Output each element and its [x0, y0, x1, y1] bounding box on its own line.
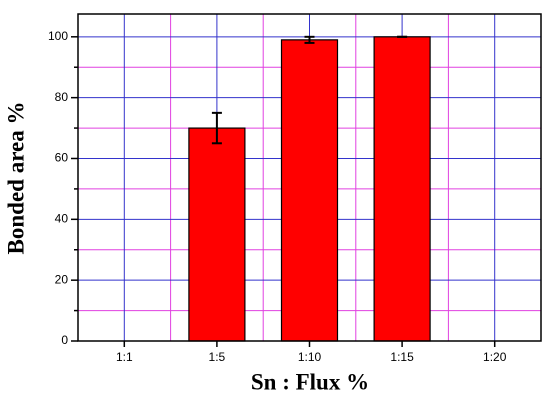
bar — [280, 39, 339, 342]
x-tick-label: 1:20 — [483, 350, 507, 364]
bar — [373, 36, 431, 342]
x-tick-label: 1:10 — [298, 350, 322, 364]
x-tick-label: 1:5 — [209, 350, 226, 364]
plot-frame — [77, 13, 542, 342]
error-bar — [211, 111, 222, 145]
y-tick-label: 40 — [55, 211, 69, 225]
y-tick-label: 60 — [55, 151, 69, 165]
error-bar — [304, 35, 315, 44]
y-axis-title: Bonded area % — [3, 102, 28, 255]
bar — [188, 127, 246, 342]
x-tick-label: 1:1 — [116, 350, 133, 364]
y-tick-label: 100 — [48, 29, 68, 43]
x-tick-label: 1:15 — [390, 350, 414, 364]
x-axis-title: Sn : Flux % — [251, 369, 369, 394]
y-tick-label: 0 — [61, 333, 68, 347]
y-tick-label: 80 — [55, 90, 69, 104]
y-tick-label: 20 — [55, 272, 69, 286]
